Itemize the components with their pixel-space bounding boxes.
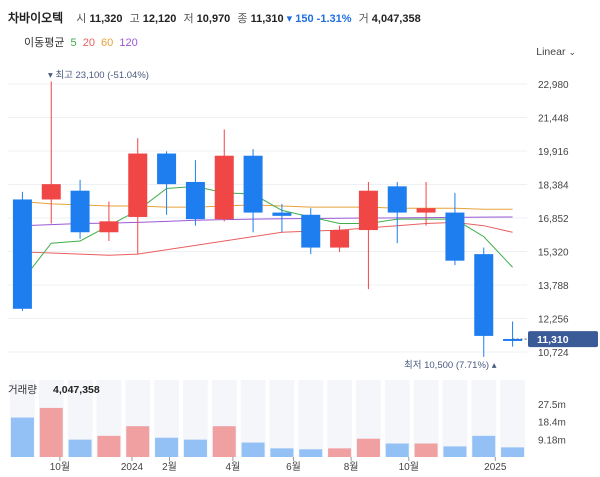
change-value: ▾ 150 xyxy=(286,13,314,25)
volume-bar xyxy=(299,449,323,457)
price-tick-label: 10,724 xyxy=(538,348,569,359)
open-value: 11,320 xyxy=(89,13,123,25)
volume-bar xyxy=(155,437,179,457)
volume-bar xyxy=(443,446,467,457)
current-price-value: 11,310 xyxy=(537,334,569,346)
candle-body xyxy=(70,190,90,233)
volume-bar xyxy=(183,439,207,457)
scale-label: Linear xyxy=(536,46,566,58)
volume-bar xyxy=(414,443,438,457)
x-tick-label: 10월 xyxy=(50,461,70,473)
ma20-line xyxy=(22,221,513,256)
candle-body xyxy=(243,155,263,213)
candle-body xyxy=(358,190,378,231)
candle-body xyxy=(157,153,177,185)
min-annotation: 최저 10,500 (7.71%) ▴ xyxy=(404,360,497,371)
volume-bar xyxy=(501,447,525,457)
candle-body xyxy=(185,181,205,220)
candle-body xyxy=(474,254,494,336)
candle-body xyxy=(41,184,61,200)
moving-average-legend[interactable]: 이동평균 5 20 60 120 xyxy=(24,34,141,50)
max-annotation: ▾ 최고 23,100 (-51.04%) xyxy=(48,70,149,81)
price-tick-label: 15,320 xyxy=(538,248,569,259)
volume-bar xyxy=(39,407,63,457)
volume-title: 거래량 xyxy=(8,384,37,396)
price-tick-label: 21,448 xyxy=(538,114,569,125)
volume-bar xyxy=(68,439,92,457)
x-tick-label: 10월 xyxy=(399,461,419,473)
volume-bar xyxy=(270,448,294,457)
volume-bar xyxy=(472,435,496,457)
volume-label: 거 xyxy=(358,13,369,25)
close-label: 종 xyxy=(237,13,248,25)
current-price-tag xyxy=(528,331,598,348)
volume-bar xyxy=(328,448,352,457)
ma-label: 이동평균 xyxy=(24,37,65,49)
candle-body xyxy=(387,186,407,213)
ma-20: 20 xyxy=(82,37,95,49)
x-tick-label: 6월 xyxy=(286,461,301,473)
volume-tick-label: 9.18m xyxy=(538,435,566,446)
close-value: 11,310 xyxy=(250,13,284,25)
change-percent: -1.31% xyxy=(316,13,352,25)
candle-body xyxy=(214,155,234,220)
x-tick-label: 4월 xyxy=(226,461,241,473)
low-value: 10,970 xyxy=(196,13,231,25)
volume-total: 4,047,358 xyxy=(53,384,100,396)
low-label: 저 xyxy=(183,13,194,25)
ma-60: 60 xyxy=(101,37,114,49)
stock-name: 차바이오텍 xyxy=(8,11,64,25)
ma5-line xyxy=(22,185,513,281)
candle-body xyxy=(301,214,321,248)
volume-column-bg xyxy=(442,380,468,457)
candle-body xyxy=(330,230,350,248)
volume-column-bg xyxy=(500,380,525,457)
volume-bar xyxy=(97,435,121,457)
price-tick-label: 19,916 xyxy=(538,147,569,158)
x-tick-label: 8월 xyxy=(344,461,359,473)
x-tick-label: 2024 xyxy=(121,462,144,473)
price-tick-label: 18,384 xyxy=(538,181,569,192)
volume-bar xyxy=(241,442,265,457)
x-tick-label: 2025 xyxy=(484,462,507,473)
ma60-line xyxy=(22,201,513,210)
quote-header: 차바이오텍 시 11,320 고 12,120 저 10,970 종 11,31… xyxy=(8,9,421,26)
high-label: 고 xyxy=(129,13,140,25)
volume-bar xyxy=(10,417,34,457)
volume-bar xyxy=(356,438,380,457)
x-tick-label: 2월 xyxy=(162,461,177,473)
volume-tick-label: 18.4m xyxy=(538,418,566,429)
open-label: 시 xyxy=(76,13,87,25)
high-value: 12,120 xyxy=(142,13,177,25)
volume-tick-label: 27.5m xyxy=(538,400,566,411)
volume-bar xyxy=(212,426,236,457)
candle-body xyxy=(99,221,119,233)
volume-column-bg xyxy=(269,380,295,457)
volume-column-bg xyxy=(298,380,324,457)
chevron-down-icon: ⌄ xyxy=(568,47,576,57)
candle-body xyxy=(416,208,436,213)
ma-120: 120 xyxy=(119,37,138,49)
volume-value: 4,047,358 xyxy=(371,13,421,25)
price-tick-label: 12,256 xyxy=(538,315,569,326)
scale-toggle-button[interactable]: Linear ⌄ xyxy=(536,46,576,58)
price-tick-label: 22,980 xyxy=(538,80,569,91)
price-tick-label: 13,788 xyxy=(538,281,569,292)
price-tick-label: 16,852 xyxy=(538,214,569,225)
ma-5: 5 xyxy=(70,37,77,49)
volume-column-bg xyxy=(327,380,352,457)
candle-body xyxy=(445,212,465,261)
volume-bar xyxy=(126,426,150,457)
candle-body xyxy=(503,338,523,341)
candle-body xyxy=(128,153,148,217)
volume-bar xyxy=(385,443,409,457)
candle-body xyxy=(12,199,32,309)
candle-body xyxy=(272,212,292,216)
